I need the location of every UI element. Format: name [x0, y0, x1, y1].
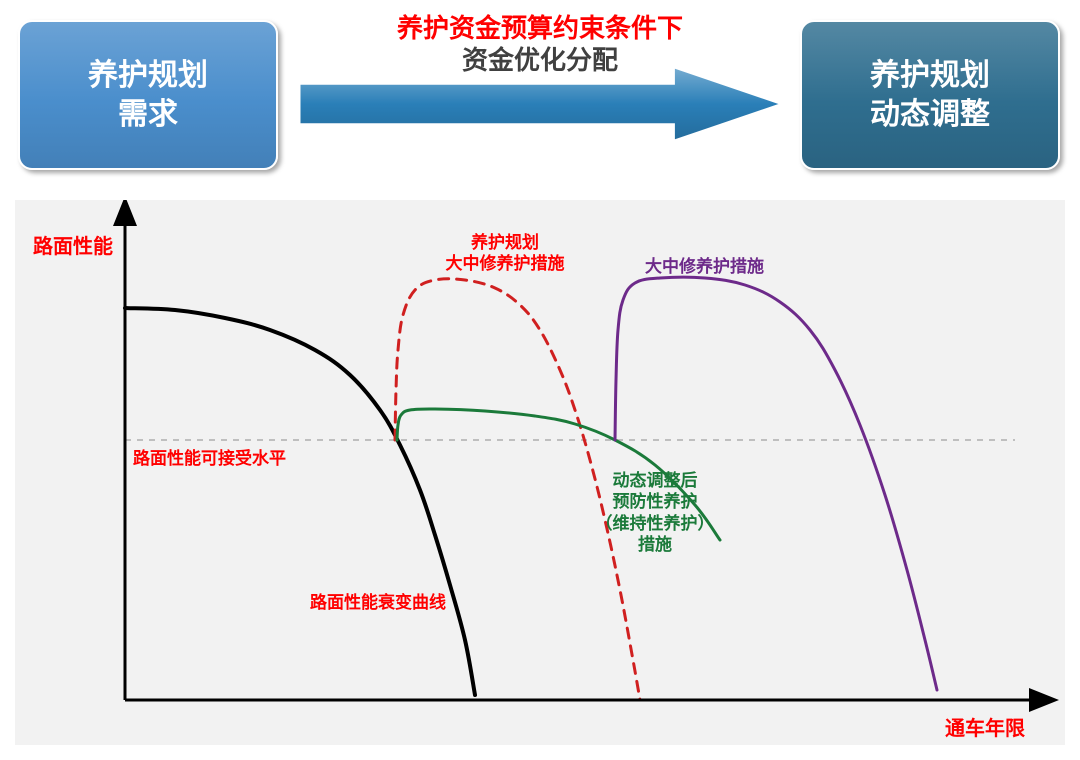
chart-svg	[15, 200, 1065, 745]
purple-curve-label-text: 大中修养护措施	[645, 257, 764, 276]
arrow-icon	[300, 68, 780, 140]
red-curve-label: 养护规划大中修养护措施	[415, 232, 595, 275]
left-box: 养护规划需求	[18, 20, 278, 170]
arrow-label-top-text: 养护资金预算约束条件下	[397, 13, 683, 43]
y-axis-label: 路面性能	[33, 230, 113, 259]
green-curve-label: 动态调整后预防性养护（维持性养护）措施	[575, 470, 735, 555]
left-box-text: 养护规划需求	[88, 56, 208, 134]
purple-curve-label: 大中修养护措施	[645, 252, 764, 277]
black-curve-label: 路面性能衰变曲线	[310, 588, 446, 613]
x-axis-label-text: 通车年限	[945, 718, 1025, 740]
red-curve-label-text: 养护规划大中修养护措施	[446, 233, 565, 273]
top-flow-row: 养护规划需求 养护资金预算约束条件下 资金优化分配 养护规划动态调整	[0, 0, 1080, 190]
x-axis-label: 通车年限	[945, 712, 1025, 741]
threshold-label: 路面性能可接受水平	[133, 444, 286, 469]
right-box: 养护规划动态调整	[800, 20, 1060, 170]
y-axis-label-text: 路面性能	[33, 236, 113, 258]
flow-arrow: 养护资金预算约束条件下 资金优化分配	[300, 0, 780, 190]
green-curve-label-text: 动态调整后预防性养护（维持性养护）措施	[596, 471, 715, 554]
chart-area: 路面性能 通车年限 路面性能可接受水平 路面性能衰变曲线 养护规划大中修养护措施…	[15, 200, 1065, 745]
right-box-text: 养护规划动态调整	[870, 56, 990, 134]
black-curve-label-text: 路面性能衰变曲线	[310, 593, 446, 612]
threshold-label-text: 路面性能可接受水平	[133, 449, 286, 468]
